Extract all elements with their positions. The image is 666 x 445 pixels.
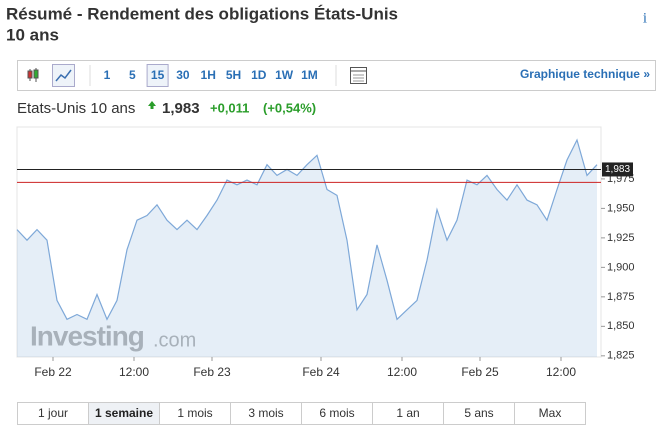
range-button[interactable] (514, 402, 586, 425)
y-tick-label: 1,850 (607, 320, 635, 332)
x-tick-label: 12:00 (119, 365, 149, 379)
x-tick-label: Feb 23 (193, 365, 231, 379)
range-label[interactable]: 1 semaine (95, 406, 153, 420)
range-label[interactable]: 1 jour (38, 406, 68, 420)
interval[interactable]: 30 (176, 68, 190, 82)
table-icon[interactable] (350, 67, 367, 84)
interval[interactable]: 1M (301, 68, 318, 82)
interval-active (146, 64, 169, 87)
x-tick-label: Feb 24 (302, 365, 340, 379)
line-icon-box[interactable] (52, 64, 75, 87)
y-tick-label: 1,900 (607, 261, 635, 273)
interval[interactable]: 5 (129, 68, 136, 82)
quote-change-pct: (+0,54%) (263, 100, 316, 115)
interval[interactable]: 1 (104, 68, 111, 82)
up-arrow (150, 106, 154, 109)
range-label[interactable]: 1 mois (177, 406, 212, 420)
x-tick-label: 12:00 (387, 365, 417, 379)
y-tick-label: 1,825 (607, 350, 635, 362)
range-label[interactable]: 6 mois (319, 406, 354, 420)
x-tick-label: 12:00 (546, 365, 576, 379)
up-arrow (148, 101, 156, 106)
range-label[interactable]: Max (539, 406, 562, 420)
watermark: .com (153, 329, 196, 351)
interval[interactable]: 15 (151, 68, 165, 82)
quote-name: Etats-Unis 10 ans (17, 100, 135, 117)
interval[interactable]: 5H (226, 68, 241, 82)
line (16, 138, 598, 321)
quote-price: 1,983 (162, 100, 200, 117)
interval[interactable]: 1H (201, 68, 216, 82)
title: 10 ans (6, 25, 59, 44)
info-icon[interactable]: i (643, 10, 647, 26)
y-tick-label: 1,875 (607, 291, 635, 303)
plot-area (16, 126, 602, 358)
x-tick-label: Feb 25 (461, 365, 499, 379)
x-tick-label: Feb 22 (34, 365, 72, 379)
range-label[interactable]: 1 an (396, 406, 419, 420)
line-icon (55, 69, 72, 82)
watermark: Investing (30, 320, 144, 351)
y-tick-label: 1,925 (607, 232, 635, 244)
range-label[interactable]: 5 ans (464, 406, 493, 420)
title: Résumé - Rendement des obligations États… (6, 4, 398, 23)
price-label: 1,983 (605, 164, 630, 175)
candle-icon[interactable] (27, 68, 39, 82)
technical-link[interactable]: Graphique technique » (520, 67, 650, 81)
price-label-box (602, 162, 633, 177)
quote-change: +0,011 (210, 100, 249, 115)
range-label[interactable]: 3 mois (248, 406, 283, 420)
interval[interactable]: 1D (251, 68, 267, 82)
area (17, 140, 597, 357)
interval[interactable]: 1W (275, 68, 294, 82)
y-tick-label: 1,950 (607, 202, 635, 214)
